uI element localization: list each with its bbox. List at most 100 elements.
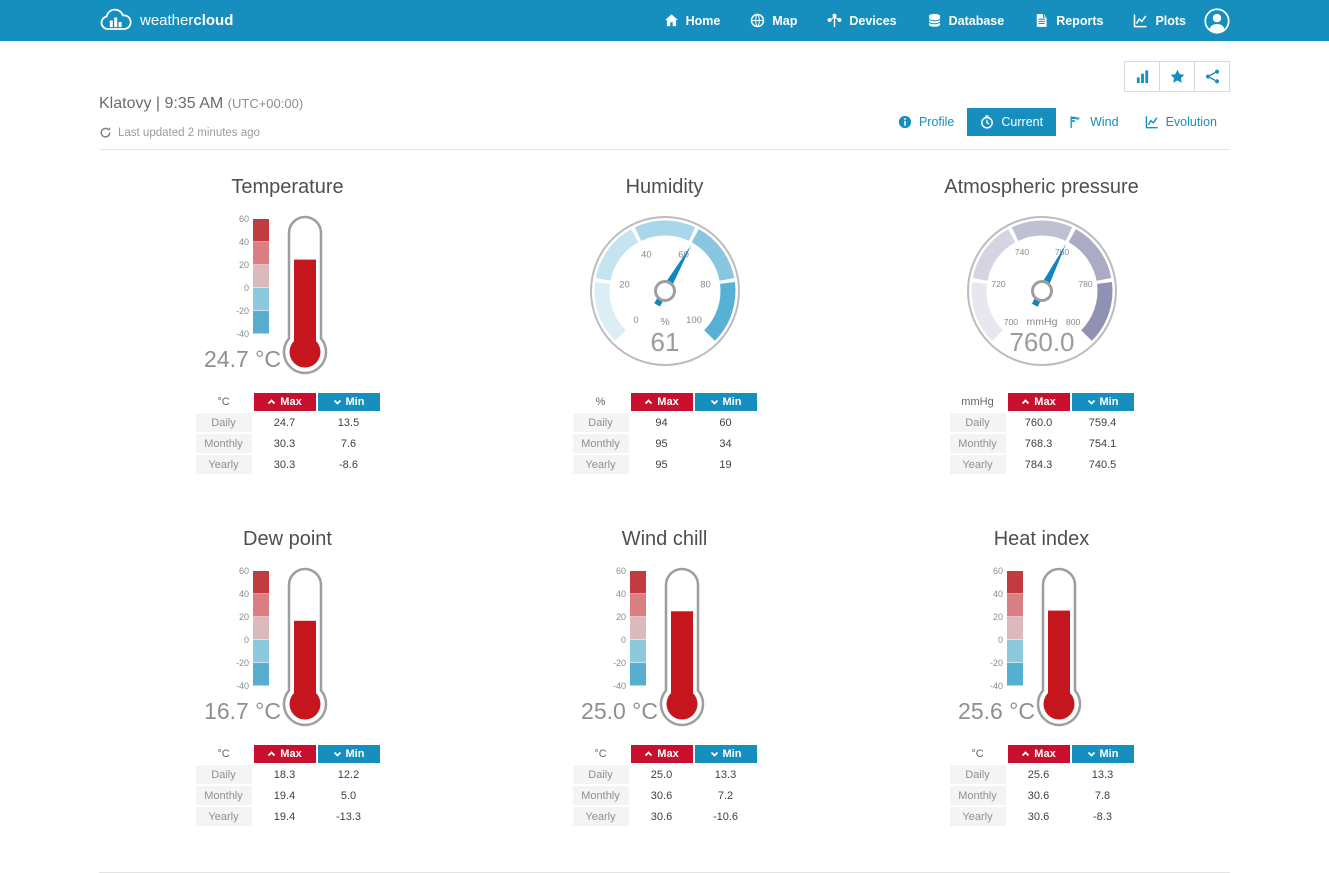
max-value-cell: 19.4	[273, 789, 296, 802]
user-icon	[1204, 7, 1230, 34]
refresh-icon[interactable]	[99, 126, 112, 139]
min-header[interactable]: Min	[694, 393, 757, 411]
panel-title: Temperature	[231, 176, 344, 198]
tab-profile[interactable]: Profile	[885, 108, 967, 136]
brand-logo[interactable]: weathercloud	[99, 7, 233, 34]
max-header[interactable]: Max	[253, 393, 316, 411]
min-value-cell: 5.0	[340, 789, 357, 802]
statistics-button[interactable]	[1124, 61, 1160, 92]
page-title: Klatovy | 9:35 AM (UTC+00:00)	[99, 95, 304, 112]
table-row: Daily 25.0 13.3	[572, 765, 757, 784]
gauge-tick-label: 80	[700, 280, 711, 291]
favorite-button[interactable]	[1159, 61, 1195, 92]
caret-up-icon	[268, 399, 276, 405]
nav-item-reports[interactable]: Reports	[1034, 13, 1103, 28]
share-button[interactable]	[1194, 61, 1230, 92]
min-header[interactable]: Min	[317, 393, 380, 411]
minmax-table: % Max Min Daily 94 60 Monthly 95 34 Yearly 95 19	[571, 391, 759, 476]
min-header[interactable]: Min	[317, 745, 380, 763]
thermo-scale-segment	[252, 265, 269, 288]
plots-icon	[1134, 14, 1148, 28]
caret-up-icon	[645, 399, 653, 405]
min-value-cell: 7.6	[340, 437, 357, 450]
header-divider	[99, 149, 1230, 150]
thermo-scale-segment	[1006, 594, 1023, 617]
unit-header: °C	[217, 396, 230, 408]
tab-current[interactable]: Current	[967, 108, 1057, 136]
panel-humidity: Humidity 0 20 40 60 80 100% 61% Max Min Daily 94 60 M…	[476, 176, 853, 476]
max-header[interactable]: Max	[1007, 745, 1070, 763]
current-value: 760.0	[1009, 327, 1074, 357]
thermo-scale-segment	[1006, 640, 1023, 663]
current-value: 16.7 °C	[204, 698, 281, 724]
nav-item-map[interactable]: Map	[750, 13, 797, 28]
gauge-tick-label: 740	[1014, 247, 1029, 257]
max-value-cell: 95	[655, 437, 668, 450]
thermo-tick-label: 60	[238, 566, 248, 576]
nav-item-plots[interactable]: Plots	[1133, 13, 1186, 28]
nav-item-devices[interactable]: Devices	[827, 13, 897, 28]
table-row: Monthly 95 34	[572, 434, 757, 453]
min-value-cell: 12.2	[337, 768, 360, 781]
utc-offset: (UTC+00:00)	[227, 96, 304, 111]
row-label-cell: Daily	[572, 413, 629, 432]
thermo-tick-label: 0	[243, 283, 248, 293]
thermo-tick-label: 20	[238, 612, 248, 622]
min-header[interactable]: Min	[1071, 393, 1134, 411]
thermo-tick-label: 60	[615, 566, 625, 576]
min-value-cell: -8.3	[1093, 810, 1112, 823]
thermometer-graphic: 60 40 20 0 -20 -40 25.0 °C	[581, 566, 704, 727]
caret-down-icon	[333, 399, 341, 405]
min-value-cell: 759.4	[1088, 416, 1117, 429]
nav-menu: Home Map Devices Database Reports Plots	[634, 7, 1230, 34]
row-label-cell: Yearly	[572, 455, 629, 474]
thermo-bulb	[666, 688, 697, 720]
max-value-cell: 30.6	[1027, 789, 1050, 802]
max-header[interactable]: Max	[253, 745, 316, 763]
max-value-cell: 784.3	[1024, 458, 1053, 471]
thermo-scale-segment	[252, 311, 269, 334]
user-avatar[interactable]	[1204, 7, 1230, 34]
table-row: Monthly 30.6 7.8	[949, 786, 1134, 805]
min-value-cell: 13.3	[714, 768, 737, 781]
thermo-scale-segment	[252, 242, 269, 265]
max-header[interactable]: Max	[630, 393, 693, 411]
min-value-cell: 34	[719, 437, 732, 450]
bar-chart-icon	[1136, 70, 1148, 84]
max-value-cell: 30.3	[273, 437, 296, 450]
thermo-tick-label: 20	[238, 260, 248, 270]
gauge-segment	[594, 281, 626, 341]
min-value-cell: 19	[719, 458, 732, 471]
thermo-bulb	[289, 336, 320, 368]
thermo-fill	[670, 611, 693, 700]
devices-icon	[827, 13, 842, 28]
table-row: Daily 760.0 759.4	[949, 413, 1134, 432]
gauge-segment	[1011, 220, 1072, 242]
nav-item-label: Devices	[849, 13, 897, 28]
min-value-cell: 13.3	[1091, 768, 1114, 781]
minmax-table: mmHg Max Min Daily 760.0 759.4 Monthly 768.3 754…	[948, 391, 1136, 476]
nav-item-label: Home	[685, 13, 721, 28]
row-label-cell: Monthly	[195, 786, 252, 805]
unit-header: °C	[594, 748, 607, 760]
panel-title: Humidity	[625, 176, 704, 198]
min-header[interactable]: Min	[1071, 745, 1134, 763]
thermo-tick-label: -20	[989, 658, 1002, 668]
nav-item-home[interactable]: Home	[664, 13, 721, 28]
row-label-cell: Yearly	[195, 455, 252, 474]
row-label-cell: Daily	[572, 765, 629, 784]
thermo-tick-label: 40	[238, 237, 248, 247]
max-header[interactable]: Max	[630, 745, 693, 763]
min-header[interactable]: Min	[694, 745, 757, 763]
thermo-tick-label: 60	[238, 214, 248, 224]
thermo-scale-segment	[1006, 663, 1023, 686]
tab-wind[interactable]: Wind	[1056, 108, 1131, 136]
panel-temperature: Temperature 60 40 20 0 -20 -40 24.7 °C °C Max Min D…	[99, 176, 476, 476]
nav-item-database[interactable]: Database	[927, 13, 1004, 28]
max-header[interactable]: Max	[1007, 393, 1070, 411]
gauge-segment	[1080, 281, 1112, 341]
measurement-panels: Temperature 60 40 20 0 -20 -40 24.7 °C °C Max Min D…	[99, 176, 1230, 828]
thermo-scale-segment	[629, 571, 646, 594]
row-label-cell: Yearly	[195, 807, 252, 826]
tab-evolution[interactable]: Evolution	[1132, 108, 1230, 136]
